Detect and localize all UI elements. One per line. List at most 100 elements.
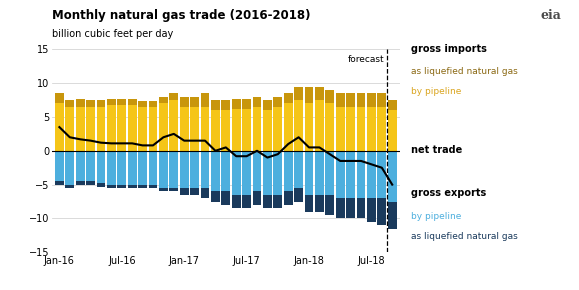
- Bar: [336, 107, 345, 151]
- Bar: [128, 185, 137, 188]
- Bar: [159, 97, 168, 104]
- Bar: [232, 151, 241, 195]
- Bar: [325, 104, 334, 151]
- Bar: [190, 188, 199, 195]
- Bar: [305, 86, 313, 104]
- Text: forecast: forecast: [347, 55, 384, 64]
- Bar: [378, 198, 386, 225]
- Bar: [138, 185, 147, 188]
- Bar: [357, 107, 365, 151]
- Bar: [315, 100, 324, 151]
- Bar: [336, 151, 345, 198]
- Bar: [170, 188, 178, 191]
- Bar: [273, 151, 282, 195]
- Bar: [190, 97, 199, 107]
- Bar: [305, 151, 313, 195]
- Bar: [149, 151, 157, 185]
- Bar: [65, 100, 74, 107]
- Bar: [388, 151, 397, 202]
- Bar: [128, 151, 137, 185]
- Bar: [242, 99, 251, 109]
- Bar: [200, 107, 210, 151]
- Bar: [180, 107, 189, 151]
- Bar: [357, 151, 365, 198]
- Bar: [180, 188, 189, 195]
- Bar: [211, 151, 220, 191]
- Bar: [294, 100, 303, 151]
- Bar: [159, 188, 168, 191]
- Bar: [336, 198, 345, 218]
- Text: gross imports: gross imports: [411, 44, 487, 53]
- Bar: [232, 109, 241, 151]
- Bar: [118, 105, 126, 151]
- Bar: [180, 97, 189, 107]
- Bar: [221, 191, 230, 205]
- Bar: [273, 107, 282, 151]
- Text: billion cubic feet per day: billion cubic feet per day: [52, 29, 173, 39]
- Bar: [263, 110, 272, 151]
- Bar: [346, 107, 355, 151]
- Bar: [367, 93, 376, 107]
- Bar: [55, 151, 64, 181]
- Bar: [388, 110, 397, 151]
- Bar: [76, 181, 85, 185]
- Bar: [305, 104, 313, 151]
- Bar: [97, 107, 105, 151]
- Bar: [118, 99, 126, 105]
- Bar: [149, 107, 157, 151]
- Bar: [284, 151, 292, 191]
- Bar: [118, 151, 126, 185]
- Bar: [273, 97, 282, 107]
- Bar: [252, 107, 262, 151]
- Bar: [242, 109, 251, 151]
- Bar: [138, 151, 147, 185]
- Text: by pipeline: by pipeline: [411, 87, 461, 96]
- Bar: [388, 202, 397, 229]
- Bar: [367, 198, 376, 222]
- Bar: [315, 86, 324, 100]
- Bar: [357, 198, 365, 218]
- Bar: [128, 99, 137, 105]
- Text: Monthly natural gas trade (2016-2018): Monthly natural gas trade (2016-2018): [52, 9, 310, 22]
- Bar: [149, 185, 157, 188]
- Bar: [367, 151, 376, 198]
- Bar: [55, 181, 64, 185]
- Text: gross exports: gross exports: [411, 188, 486, 198]
- Bar: [325, 195, 334, 215]
- Bar: [138, 107, 147, 151]
- Text: as liquefied natural gas: as liquefied natural gas: [411, 67, 518, 76]
- Bar: [138, 102, 147, 107]
- Bar: [263, 195, 272, 208]
- Bar: [159, 151, 168, 188]
- Bar: [107, 99, 116, 105]
- Bar: [190, 151, 199, 188]
- Bar: [252, 151, 262, 191]
- Bar: [211, 191, 220, 202]
- Bar: [232, 195, 241, 208]
- Bar: [200, 151, 210, 188]
- Bar: [346, 151, 355, 198]
- Bar: [336, 93, 345, 107]
- Text: eia: eia: [541, 9, 562, 22]
- Bar: [76, 99, 85, 107]
- Bar: [76, 107, 85, 151]
- Bar: [221, 151, 230, 191]
- Bar: [97, 151, 105, 183]
- Bar: [284, 104, 292, 151]
- Bar: [180, 151, 189, 188]
- Bar: [190, 107, 199, 151]
- Bar: [315, 195, 324, 212]
- Text: net trade: net trade: [411, 145, 463, 155]
- Bar: [200, 188, 210, 198]
- Bar: [325, 90, 334, 104]
- Bar: [305, 195, 313, 212]
- Bar: [221, 100, 230, 110]
- Bar: [263, 151, 272, 195]
- Bar: [170, 151, 178, 188]
- Bar: [107, 185, 116, 188]
- Bar: [346, 93, 355, 107]
- Bar: [86, 100, 95, 107]
- Bar: [65, 151, 74, 185]
- Bar: [315, 151, 324, 195]
- Bar: [273, 195, 282, 208]
